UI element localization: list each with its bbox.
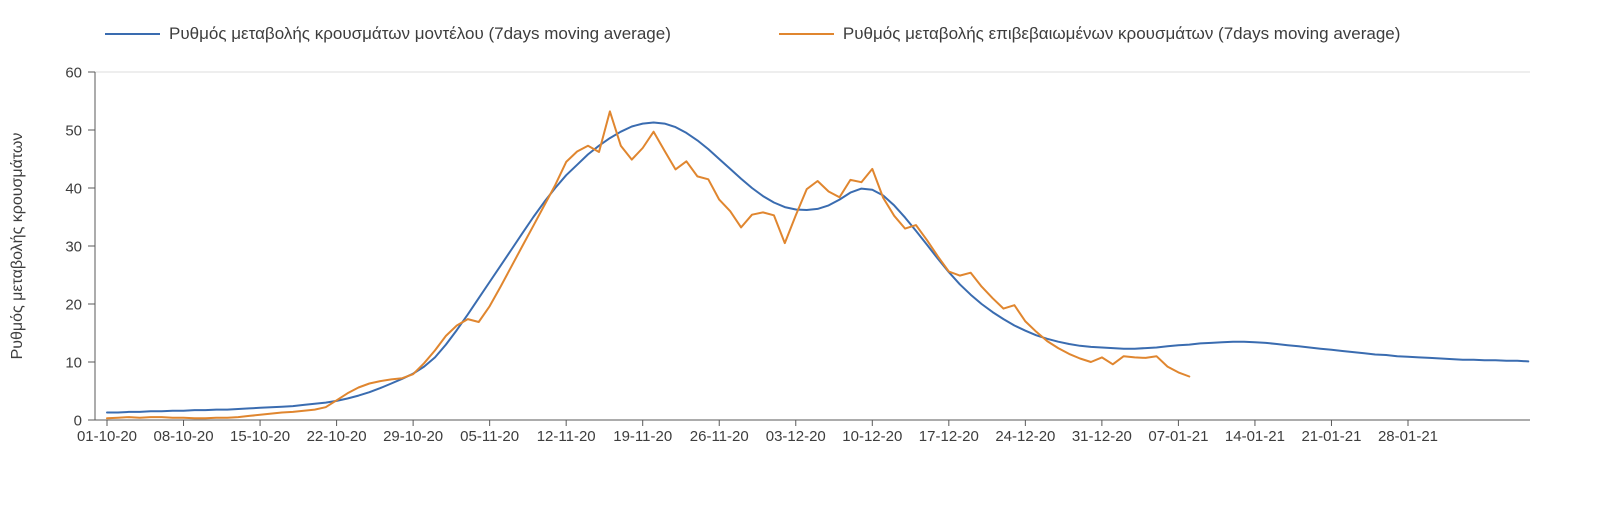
x-tick-label: 10-12-20 bbox=[842, 428, 902, 445]
y-tick-label: 40 bbox=[65, 181, 82, 198]
legend-label-model: Ρυθμός μεταβολής κρουσμάτων μοντέλου (7d… bbox=[169, 24, 671, 43]
legend-item-confirmed: Ρυθμός μεταβολής επιβεβαιωμένων κρουσμάτ… bbox=[778, 24, 1401, 44]
y-axis-title: Ρυθμός μεταβολής κρουσμάτων bbox=[9, 133, 26, 360]
x-tick-label: 08-10-20 bbox=[154, 428, 214, 445]
x-tick-label: 17-12-20 bbox=[919, 428, 979, 445]
x-tick-label: 31-12-20 bbox=[1072, 428, 1132, 445]
x-tick-label: 07-01-21 bbox=[1148, 428, 1208, 445]
x-tick-label: 15-10-20 bbox=[230, 428, 290, 445]
x-tick-label: 26-11-20 bbox=[690, 428, 749, 445]
x-tick-label: 12-11-20 bbox=[537, 428, 596, 445]
y-tick-label: 50 bbox=[65, 123, 82, 140]
chart-plot-area: 0 10 20 30 40 50 60 01-10-20 08-10-20 15-10-20 22-… bbox=[65, 65, 1530, 445]
x-tick-label: 21-01-21 bbox=[1301, 428, 1361, 445]
y-tick-label: 30 bbox=[65, 239, 82, 256]
x-tick-label: 03-12-20 bbox=[766, 428, 826, 445]
legend-item-model: Ρυθμός μεταβολής κρουσμάτων μοντέλου (7d… bbox=[105, 24, 671, 44]
y-tick-label: 0 bbox=[74, 413, 82, 430]
legend-line-swatch-confirmed bbox=[778, 33, 834, 35]
x-tick-label: 28-01-21 bbox=[1378, 428, 1438, 445]
x-tick-label: 19-11-20 bbox=[613, 428, 672, 445]
x-tick-label: 24-12-20 bbox=[995, 428, 1055, 445]
x-tick-label: 14-01-21 bbox=[1225, 428, 1285, 445]
chart-legend: Ρυθμός μεταβολής κρουσμάτων μοντέλου (7d… bbox=[105, 24, 1400, 44]
x-tick-label: 01-10-20 bbox=[77, 428, 137, 445]
legend-line-swatch-model bbox=[105, 33, 160, 35]
x-tick-label: 29-10-20 bbox=[383, 428, 443, 445]
y-tick-label: 60 bbox=[65, 65, 82, 82]
model-series-line bbox=[106, 121, 1530, 414]
legend-label-confirmed: Ρυθμός μεταβολής επιβεβαιωμένων κρουσμάτ… bbox=[842, 24, 1401, 43]
x-tick-label: 05-11-20 bbox=[460, 428, 519, 445]
y-tick-label: 10 bbox=[65, 355, 82, 372]
x-tick-label: 22-10-20 bbox=[307, 428, 367, 445]
confirmed-series-line bbox=[106, 110, 1191, 420]
y-tick-label: 20 bbox=[65, 297, 82, 314]
